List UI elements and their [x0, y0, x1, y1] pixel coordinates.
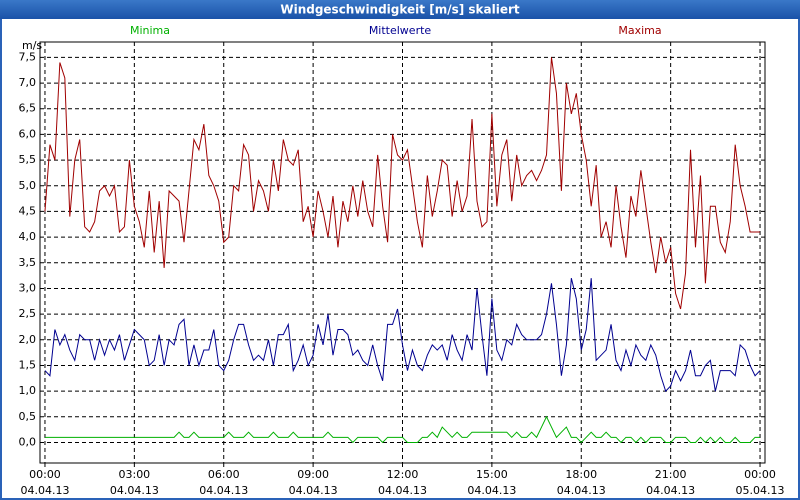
- y-tick-label: 5,5: [19, 153, 37, 166]
- y-tick-label: 7,0: [19, 76, 37, 89]
- y-tick-label: 6,0: [19, 127, 37, 140]
- x-tick-label: 18:00: [565, 468, 597, 481]
- y-tick-label: 4,0: [19, 230, 37, 243]
- x-tick-label: 12:00: [387, 468, 419, 481]
- y-tick-label: 0,5: [19, 410, 37, 423]
- legend-label: Mittelwerte: [369, 24, 432, 37]
- x-tick-date: 04.04.13: [557, 484, 606, 497]
- y-tick-label: 2,5: [19, 307, 37, 320]
- y-tick-label: 5,0: [19, 179, 37, 192]
- y-tick-label: 2,0: [19, 333, 37, 346]
- y-tick-label: 1,5: [19, 358, 37, 371]
- x-tick-label: 00:00: [744, 468, 776, 481]
- legend-label: Maxima: [618, 24, 661, 37]
- x-tick-date: 04.04.13: [378, 484, 427, 497]
- series-line: [44, 278, 761, 393]
- x-tick-date: 04.04.13: [646, 484, 695, 497]
- series-line: [44, 415, 761, 444]
- y-tick-label: 3,0: [19, 281, 37, 294]
- x-tick-date: 04.04.13: [20, 484, 69, 497]
- x-tick-date: 04.04.13: [110, 484, 159, 497]
- y-tick-label: 4,5: [19, 204, 37, 217]
- y-tick-label: 0,0: [19, 435, 37, 448]
- x-tick-date: 04.04.13: [467, 484, 516, 497]
- client-area: [2, 19, 798, 498]
- y-tick-label: 1,0: [19, 384, 37, 397]
- x-tick-label: 00:00: [29, 468, 61, 481]
- x-tick-date: 05.04.13: [736, 484, 785, 497]
- x-tick-date: 04.04.13: [199, 484, 248, 497]
- x-tick-label: 03:00: [118, 468, 150, 481]
- y-axis-label: m/s: [22, 39, 42, 52]
- y-tick-label: 6,5: [19, 102, 37, 115]
- series-line: [44, 57, 761, 310]
- title-bar: [0, 0, 800, 19]
- chart-title: Windgeschwindigkeit [m/s] skaliert: [280, 3, 520, 17]
- y-tick-label: 3,5: [19, 256, 37, 269]
- x-tick-label: 09:00: [297, 468, 329, 481]
- x-tick-label: 21:00: [655, 468, 687, 481]
- y-tick-label: 7,5: [19, 50, 37, 63]
- x-tick-label: 15:00: [476, 468, 508, 481]
- x-tick-date: 04.04.13: [289, 484, 338, 497]
- legend-label: Minima: [130, 24, 170, 37]
- x-tick-label: 06:00: [208, 468, 240, 481]
